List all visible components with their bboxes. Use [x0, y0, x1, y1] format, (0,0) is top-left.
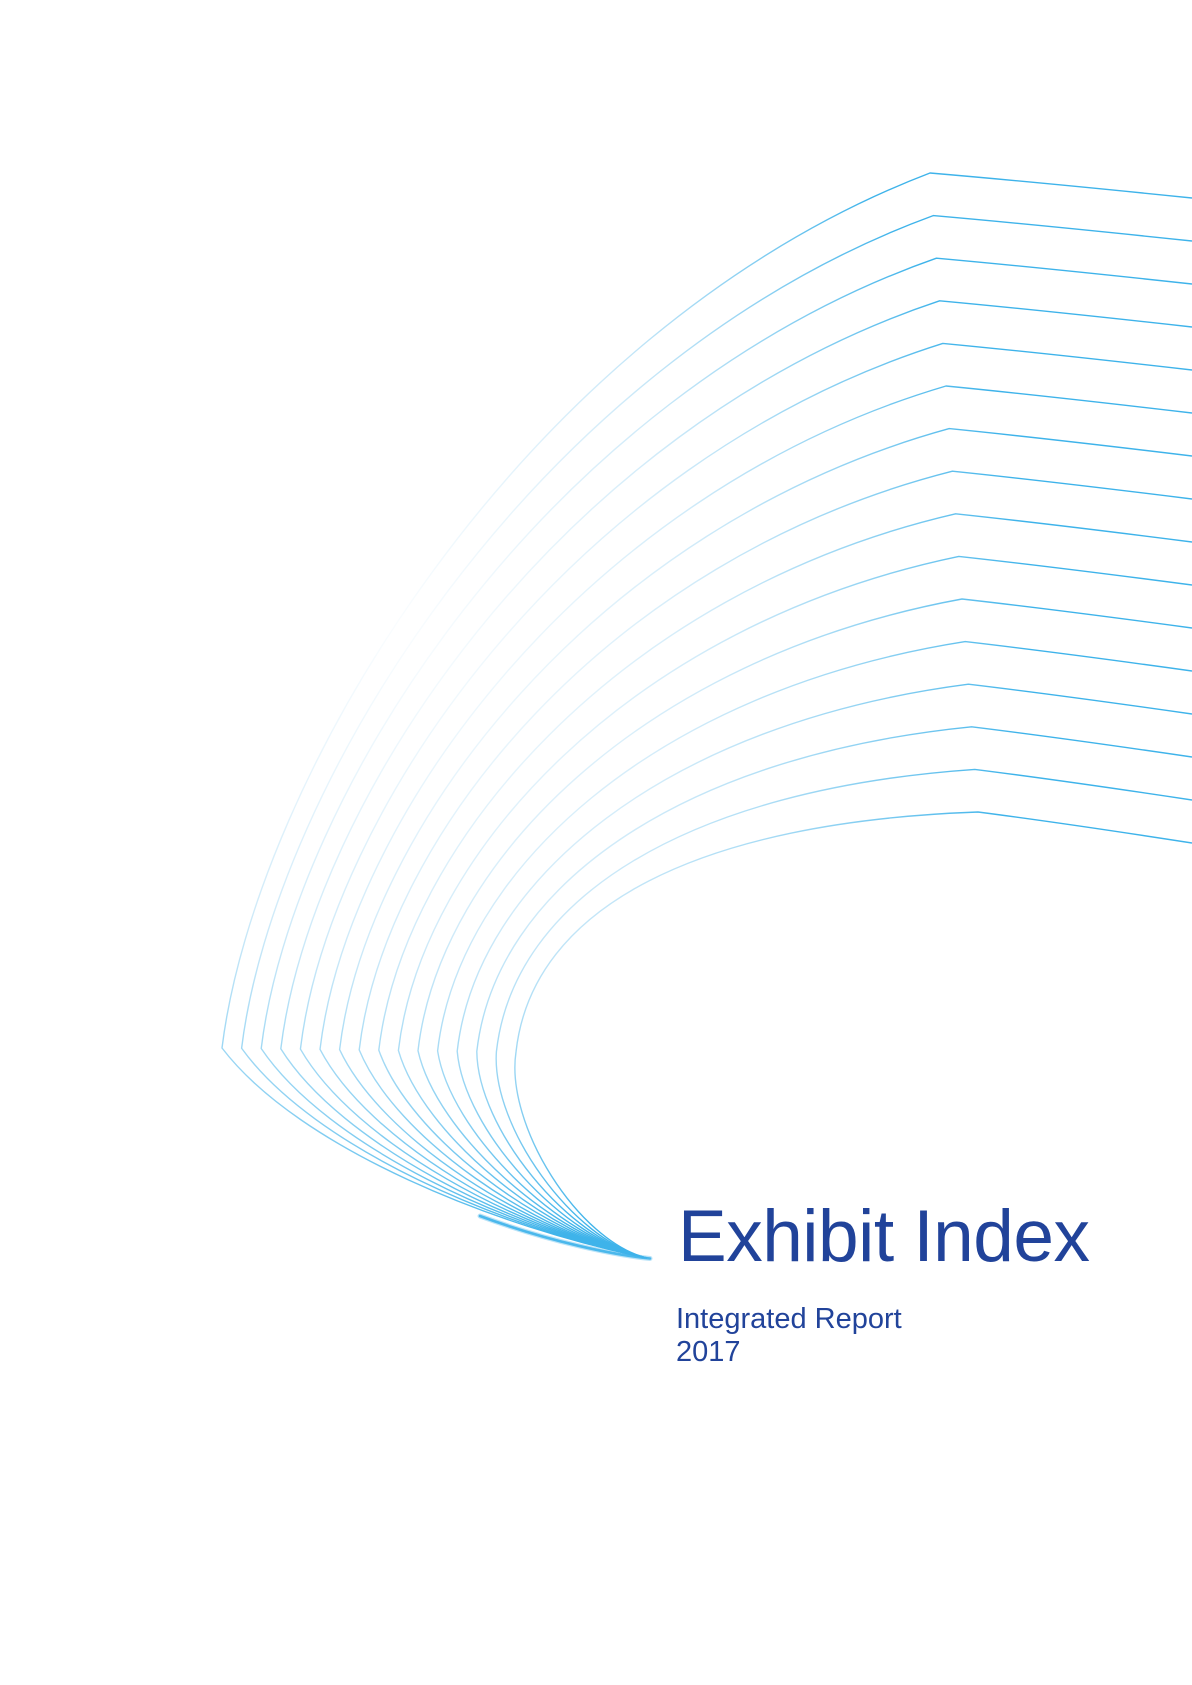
subtitle-report-name: Integrated Report	[676, 1303, 902, 1335]
swoosh-line	[397, 555, 1192, 1259]
subtitle-report-year: 2017	[676, 1336, 741, 1368]
swoosh-tail-wisp	[478, 1214, 652, 1260]
swoosh-line	[378, 513, 1192, 1259]
swoosh-line	[260, 257, 1192, 1259]
swoosh-line	[417, 598, 1192, 1259]
swoosh-line	[436, 640, 1192, 1259]
swoosh-line	[299, 342, 1192, 1259]
swoosh-line	[338, 427, 1192, 1259]
swoosh-line	[240, 214, 1192, 1259]
swoosh-line	[358, 470, 1192, 1259]
swoosh-line	[476, 726, 1192, 1259]
swoosh-line	[319, 385, 1192, 1259]
report-subtitle: Integrated Report 2017	[676, 1303, 902, 1369]
swoosh-line	[456, 683, 1192, 1259]
swoosh-line	[495, 768, 1192, 1259]
swoosh-line	[280, 300, 1192, 1259]
swoosh-line	[514, 811, 1192, 1259]
page-title: Exhibit Index	[678, 1196, 1090, 1277]
swoosh-line	[221, 172, 1192, 1259]
